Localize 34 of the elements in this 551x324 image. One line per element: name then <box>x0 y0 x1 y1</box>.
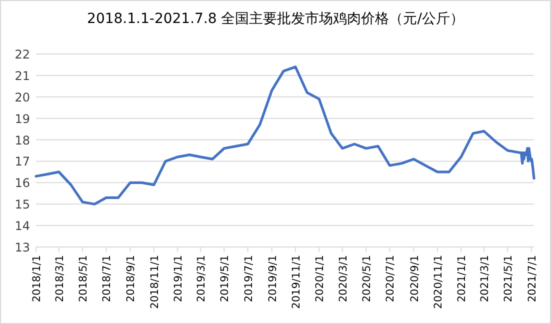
x-tick-label: 2021/3/1 <box>478 255 491 302</box>
y-tick-label: 19 <box>14 112 30 126</box>
chart-title: 2018.1.1-2021.7.8 全国主要批发市场鸡肉价格（元/公斤） <box>87 11 464 27</box>
x-tick-label: 2020/1/1 <box>314 255 326 302</box>
x-tick-label: 2019/11/1 <box>290 255 302 309</box>
x-tick-label: 2020/5/1 <box>361 255 374 302</box>
y-tick-label: 20 <box>14 90 30 104</box>
y-tick-label: 13 <box>14 240 30 254</box>
x-tick-label: 2019/5/1 <box>219 255 232 302</box>
x-tick-label: 2019/3/1 <box>195 255 208 302</box>
x-tick-label: 2020/7/1 <box>384 255 397 302</box>
x-tick-label: 2018/5/1 <box>78 255 90 302</box>
y-tick-label: 14 <box>14 219 30 234</box>
y-tick-label: 21 <box>14 68 30 83</box>
x-tick-label: 2018/7/1 <box>101 255 114 302</box>
x-tick-label: 2020/11/1 <box>432 255 444 309</box>
x-tick-label: 2018/3/1 <box>54 255 66 302</box>
x-tick-label: 2020/3/1 <box>337 255 350 302</box>
x-tick-label: 2021/1/1 <box>456 255 468 302</box>
y-tick-label: 18 <box>14 133 30 148</box>
x-tick-label: 2018/1/1 <box>31 255 43 302</box>
y-tick-label: 16 <box>14 176 30 190</box>
x-tick-label: 2019/7/1 <box>242 255 255 302</box>
y-tick-label: 22 <box>14 48 30 62</box>
x-tick-label: 2018/11/1 <box>148 255 161 309</box>
x-tick-label: 2019/9/1 <box>266 255 279 302</box>
x-tick-label: 2019/1/1 <box>172 255 185 302</box>
x-tick-label: 2021/7/1 <box>526 255 538 302</box>
y-tick-label: 17 <box>14 154 30 169</box>
x-tick-label: 2020/9/1 <box>408 255 421 302</box>
y-tick-label: 15 <box>14 198 30 212</box>
x-tick-label: 2021/5/1 <box>502 255 515 302</box>
x-tick-label: 2018/9/1 <box>125 255 138 302</box>
line-series <box>34 66 536 206</box>
